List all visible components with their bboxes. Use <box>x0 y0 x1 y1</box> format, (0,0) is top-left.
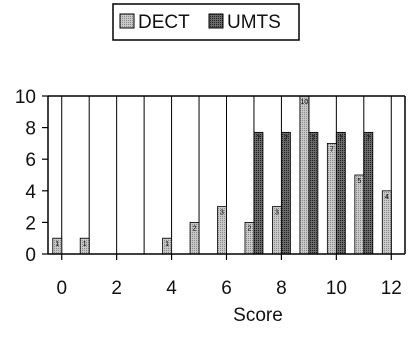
x-tick-label: 4 <box>166 278 177 299</box>
data-label: 7 <box>311 135 315 142</box>
data-label: 1 <box>83 241 87 248</box>
data-label: 1 <box>55 241 59 248</box>
bar-umts <box>253 131 264 255</box>
y-tick-label: 10 <box>15 87 36 108</box>
x-tick-label: 10 <box>326 278 347 299</box>
x-tick-label: 0 <box>56 278 67 299</box>
bar-dect <box>326 142 337 255</box>
data-label: 2 <box>193 225 197 232</box>
axes <box>42 95 406 260</box>
legend-label-dect: DECT <box>138 12 190 33</box>
data-label: 3 <box>220 210 224 217</box>
data-label: 4 <box>385 194 389 201</box>
data-label: 7 <box>330 146 334 153</box>
legend-swatch-umts <box>208 13 224 29</box>
data-label: 7 <box>366 135 370 142</box>
bar-dect <box>354 174 365 255</box>
data-label: 7 <box>257 135 261 142</box>
bar-umts <box>281 131 291 255</box>
x-tick-labels: 0 2 4 6 8 10 12 <box>56 278 401 299</box>
bar-umts <box>335 131 346 255</box>
bar-umts <box>363 131 374 255</box>
y-tick-label: 2 <box>25 213 36 234</box>
data-label: 10 <box>300 99 308 106</box>
y-tick-label: 6 <box>25 150 36 171</box>
y-tick-labels: 0 2 4 6 8 10 <box>15 87 37 266</box>
x-tick-label: 2 <box>111 278 122 299</box>
legend-swatch-dect <box>119 13 135 29</box>
legend-box <box>112 3 300 41</box>
data-label: 2 <box>248 225 252 232</box>
bar-umts <box>308 131 319 255</box>
legend-label-umts: UMTS <box>227 12 281 33</box>
y-tick-label: 0 <box>25 245 36 266</box>
y-tick-label: 4 <box>25 182 36 203</box>
x-tick-label: 12 <box>381 278 402 299</box>
data-label: 3 <box>275 210 279 217</box>
y-tick-label: 8 <box>25 119 36 140</box>
x-axis-title: Score <box>233 305 283 326</box>
x-tick-label: 8 <box>276 278 287 299</box>
data-label: 5 <box>357 178 361 185</box>
data-label: 7 <box>339 135 343 142</box>
bar-dect <box>299 95 310 255</box>
data-label: 7 <box>284 135 288 142</box>
data-label: 1 <box>165 241 169 248</box>
legend: DECT UMTS <box>112 3 300 41</box>
x-tick-label: 6 <box>221 278 232 299</box>
